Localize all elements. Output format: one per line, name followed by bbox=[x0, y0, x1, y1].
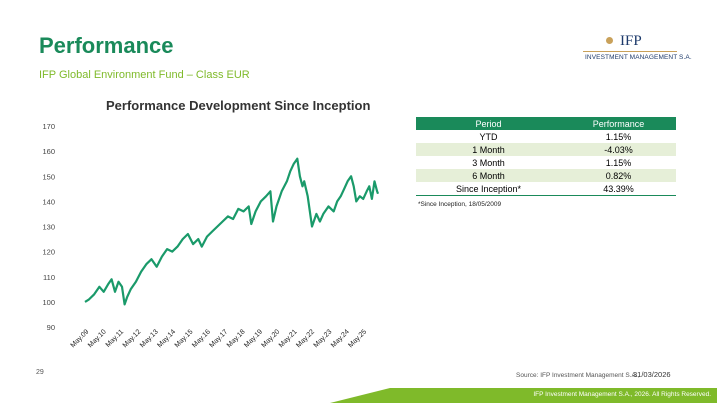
period-cell: 3 Month bbox=[472, 157, 505, 168]
x-tick-label: May.18 bbox=[226, 328, 247, 349]
footer-bar bbox=[330, 388, 717, 403]
x-tick-label: May.10 bbox=[87, 328, 108, 349]
logo-tagline: INVESTMENT MANAGEMENT S.A. bbox=[585, 54, 692, 61]
footer-accent-shape bbox=[330, 388, 717, 403]
copyright-text: IFP Investment Management S.A., 2026. Al… bbox=[533, 391, 711, 398]
table-row: YTD 1.15% bbox=[416, 130, 676, 143]
performance-cell: 1.15% bbox=[605, 131, 632, 142]
company-logo: IFP INVESTMENT MANAGEMENT S.A. bbox=[579, 33, 692, 63]
series-line bbox=[84, 157, 380, 306]
x-tick-label: May.17 bbox=[208, 328, 229, 349]
period-cell: YTD bbox=[479, 131, 498, 142]
y-tick-label: 130 bbox=[42, 223, 55, 232]
header-period: Period bbox=[416, 117, 562, 130]
table-header-row: Period Performance bbox=[416, 117, 676, 130]
table-row: 6 Month 0.82% bbox=[416, 169, 676, 182]
x-tick-label: May.24 bbox=[330, 328, 351, 349]
source-note: Source: IFP Investment Management S.A., bbox=[516, 372, 640, 379]
period-cell: 1 Month bbox=[416, 143, 562, 156]
x-tick-label: May.09 bbox=[70, 328, 91, 349]
performance-cell: -4.03% bbox=[561, 143, 676, 156]
x-tick-label: May.20 bbox=[261, 328, 282, 349]
logo-dot-icon bbox=[606, 37, 613, 44]
period-cell: Since Inception* bbox=[416, 182, 562, 196]
page-subtitle: IFP Global Environment Fund – Class EUR bbox=[39, 69, 250, 81]
table-row: Since Inception* 43.39% bbox=[416, 182, 676, 196]
header-performance: Performance bbox=[561, 117, 676, 130]
y-tick-label: 90 bbox=[47, 323, 55, 332]
y-tick-label: 150 bbox=[42, 172, 55, 181]
y-tick-label: 100 bbox=[42, 298, 55, 307]
y-tick-label: 120 bbox=[42, 248, 55, 257]
y-tick-label: 110 bbox=[43, 273, 55, 282]
x-tick-label: May.19 bbox=[243, 328, 264, 349]
logo-divider bbox=[583, 51, 677, 52]
table-row: 1 Month -4.03% bbox=[416, 143, 676, 156]
x-tick-label: May.12 bbox=[122, 328, 143, 349]
table-row: 3 Month 1.15% bbox=[416, 156, 676, 169]
performance-cell: 1.15% bbox=[605, 157, 632, 168]
report-date: 31/03/2026 bbox=[633, 370, 671, 379]
y-tick-label: 140 bbox=[42, 197, 55, 206]
page-number: 29 bbox=[36, 369, 44, 376]
performance-cell: 0.82% bbox=[561, 169, 676, 182]
period-cell: 6 Month bbox=[416, 169, 562, 182]
y-tick-label: 160 bbox=[42, 147, 55, 156]
chart-title: Performance Development Since Inception bbox=[106, 98, 371, 113]
x-tick-label: May.16 bbox=[191, 328, 212, 349]
y-tick-label: 170 bbox=[42, 122, 55, 131]
performance-table: Period Performance YTD 1.15% 1 Month -4.… bbox=[416, 117, 676, 196]
page-title: Performance bbox=[39, 33, 174, 58]
x-tick-label: May.21 bbox=[278, 328, 299, 349]
logo-name: IFP bbox=[620, 33, 642, 49]
performance-cell: 43.39% bbox=[561, 182, 676, 196]
x-tick-label: May.13 bbox=[139, 328, 160, 349]
inception-footnote: *Since Inception, 18/05/2009 bbox=[418, 201, 502, 208]
x-tick-label: May.22 bbox=[295, 328, 316, 349]
x-tick-label: May.25 bbox=[347, 328, 368, 349]
x-tick-label: May.23 bbox=[313, 328, 334, 349]
x-tick-label: May.14 bbox=[156, 328, 177, 349]
x-tick-label: May.15 bbox=[174, 328, 195, 349]
